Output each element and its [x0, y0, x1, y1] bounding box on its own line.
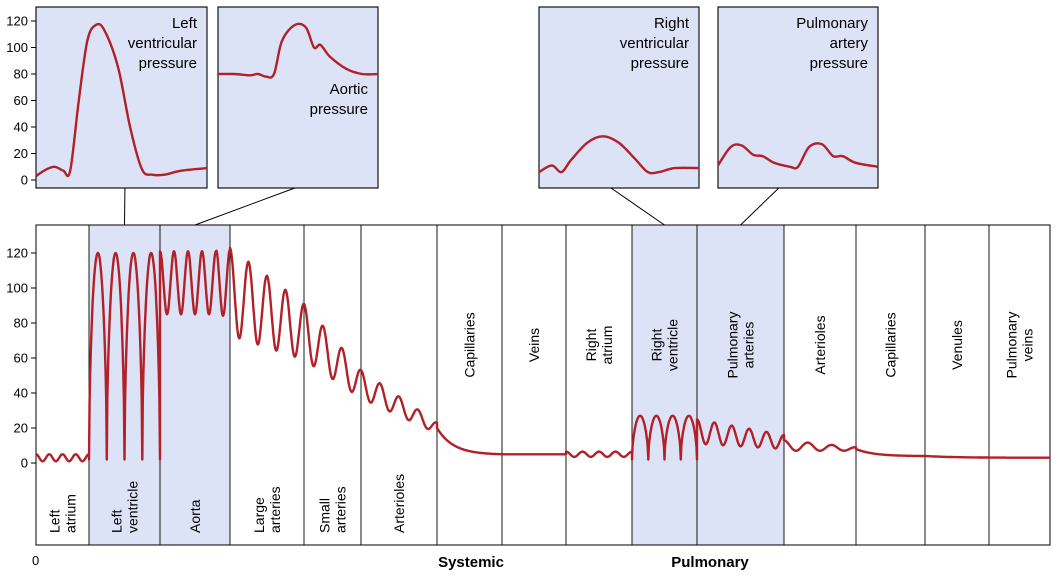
segment-label-line: Large: [251, 497, 267, 533]
segment-label-line: Small: [317, 498, 333, 533]
inset-frame: [217, 6, 379, 189]
segment-label-line: Capillaries: [883, 312, 899, 377]
circuit-labels: Systemic Pulmonary: [438, 554, 749, 571]
inset-left-ventricular: 120 100 80 60 40 20 0 Left ventricular pressure: [6, 6, 208, 189]
inset-frame: [717, 6, 879, 189]
y-tick-label: 0: [21, 456, 28, 471]
segment-label-line: arteries: [333, 486, 349, 533]
inset-title-line: Pulmonary: [796, 15, 868, 32]
segment-label-line: Pulmonary: [1004, 312, 1020, 379]
connector-right-ventricular: [610, 187, 665, 226]
inset-y-tick-label: 80: [14, 67, 28, 82]
segment-label-right-atrium: Right atrium: [583, 326, 615, 365]
segment-label-line: arteries: [741, 322, 757, 369]
segment-label-line: Veins: [526, 328, 542, 362]
segment-highlight-right-ventricle: [632, 225, 697, 545]
inset-title-line: artery: [830, 35, 869, 52]
segment-label-line: Aorta: [187, 499, 203, 533]
circuit-label-systemic: Systemic: [438, 554, 504, 571]
y-tick-label: 20: [14, 421, 28, 436]
inset-title-line: pressure: [310, 101, 368, 118]
segment-label-capillaries: Capillaries: [462, 312, 478, 377]
inset-pressure-curve: [716, 142, 879, 170]
segment-label-line: atrium: [63, 494, 79, 533]
inset-title-line: pressure: [810, 55, 868, 72]
segment-label-line: ventricle: [125, 481, 141, 533]
segment-label-large-arteries: Large arteries: [251, 486, 283, 533]
inset-connector-lines: [124, 187, 780, 226]
inset-pulmonary-artery: Pulmonary artery pressure: [716, 6, 879, 189]
segment-label-line: Pulmonary: [725, 312, 741, 379]
inset-pressure-curve: [35, 22, 208, 178]
segment-label-line: arteries: [267, 486, 283, 533]
y-tick-label: 100: [6, 281, 28, 296]
segment-label-aorta: Aorta: [187, 499, 203, 533]
main-chart-frame: [35, 224, 1051, 546]
inset-title: Right ventricular pressure: [620, 15, 690, 72]
inset-title-line: pressure: [139, 55, 197, 72]
inset-right-ventricular: Right ventricular pressure: [538, 6, 700, 189]
inset-title: Pulmonary artery pressure: [796, 15, 868, 72]
segment-label-line: veins: [1020, 329, 1036, 362]
segment-label-left-ventricle: Left ventricle: [109, 481, 141, 533]
segment-label-line: Right: [583, 329, 599, 362]
segment-label-line: Capillaries: [462, 312, 478, 377]
inset-pressure-curve: [538, 135, 700, 175]
inset-frame: [538, 6, 700, 189]
x-origin-label: 0: [32, 553, 39, 568]
segment-label-line: Arterioles: [391, 474, 407, 533]
y-tick-label: 80: [14, 316, 28, 331]
inset-y-tick-label: 40: [14, 120, 28, 135]
inset-charts: 120100806040200LeftventricularpressureAo…: [6, 6, 879, 189]
circuit-label-pulmonary: Pulmonary: [671, 554, 749, 571]
inset-title-line: ventricular: [620, 35, 689, 52]
inset-y-tick-label: 0: [21, 173, 28, 188]
main-y-axis: 120 100 80 60 40 20 0: [6, 246, 36, 471]
segment-label-right-ventricle: Right ventricle: [649, 319, 681, 371]
segment-label-pulmonary-veins: Pulmonary veins: [1004, 312, 1036, 379]
y-tick-label: 40: [14, 386, 28, 401]
main-segment-labels: Left atrium Left ventricle Aorta Large arterie…: [47, 312, 1036, 533]
main-segment-dividers: [88, 225, 990, 545]
inset-y-tick-label: 20: [14, 146, 28, 161]
connector-aortic: [194, 187, 295, 226]
inset-y-tick-label: 100: [6, 40, 28, 55]
segment-label-line: Arterioles: [812, 315, 828, 374]
inset-title-line: ventricular: [128, 35, 197, 52]
segment-highlight-pulmonary-arteries: [697, 225, 784, 545]
segment-label-small-arteries: Small arteries: [317, 486, 349, 533]
inset-title-line: Aortic: [330, 81, 369, 98]
inset-title-line: Right: [654, 15, 690, 32]
connector-pulmonary-artery: [740, 187, 780, 226]
segment-label-line: ventricle: [665, 319, 681, 371]
segment-label-line: Right: [649, 329, 665, 362]
segment-label-line: atrium: [599, 326, 615, 365]
inset-y-axis: 120 100 80 60 40 20 0: [6, 14, 36, 188]
inset-title-line: Left: [172, 15, 198, 32]
inset-y-tick-label: 60: [14, 93, 28, 108]
segment-label-pulmonary-arterioles: Arterioles: [812, 315, 828, 374]
main-segment-highlights: [89, 225, 784, 545]
inset-aortic: Aortic pressure: [217, 6, 379, 189]
segment-label-line: Left: [47, 510, 63, 533]
inset-y-tick-label: 120: [6, 14, 28, 29]
segment-label-arterioles: Arterioles: [391, 474, 407, 533]
segment-label-left-atrium: Left atrium: [47, 494, 79, 533]
segment-label-pulmonary-capillaries: Capillaries: [883, 312, 899, 377]
segment-label-pulmonary-arteries: Pulmonary arteries: [725, 312, 757, 379]
inset-pressure-curve: [217, 22, 379, 79]
main-pressure-curve: [35, 246, 1051, 463]
segment-label-line: Left: [109, 510, 125, 533]
segment-label-veins: Veins: [526, 328, 542, 362]
segment-label-venules: Venules: [949, 320, 965, 370]
y-tick-label: 60: [14, 351, 28, 366]
y-tick-label: 120: [6, 246, 28, 261]
inset-title: Left ventricular pressure: [128, 15, 198, 72]
segment-label-line: Venules: [949, 320, 965, 370]
inset-frame: [35, 6, 208, 189]
inset-title-line: pressure: [631, 55, 689, 72]
inset-title: Aortic pressure: [310, 81, 369, 118]
